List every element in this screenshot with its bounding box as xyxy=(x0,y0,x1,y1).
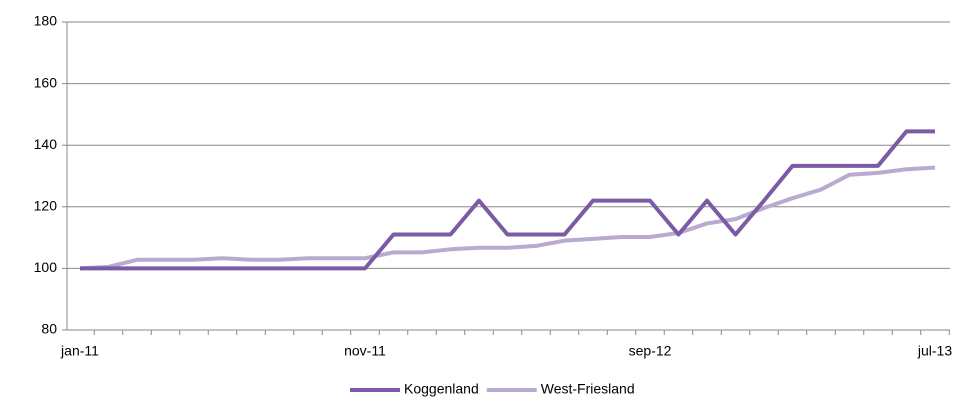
x-tick-label: jul-13 xyxy=(917,343,952,359)
series-line xyxy=(79,165,936,271)
y-tick-label: 140 xyxy=(34,136,58,152)
y-tick-label: 120 xyxy=(34,198,58,214)
legend-label: Koggenland xyxy=(404,381,479,397)
series-line xyxy=(80,129,935,271)
y-tick-label: 100 xyxy=(34,259,58,275)
y-tick-label: 160 xyxy=(34,74,58,90)
x-tick-label: sep-12 xyxy=(629,343,672,359)
x-tick-label: nov-11 xyxy=(344,343,386,359)
y-tick-label: 180 xyxy=(34,13,58,29)
y-tick-label: 80 xyxy=(41,321,57,337)
legend-label: West-Friesland xyxy=(541,381,635,397)
x-tick-label: jan-11 xyxy=(60,343,99,359)
